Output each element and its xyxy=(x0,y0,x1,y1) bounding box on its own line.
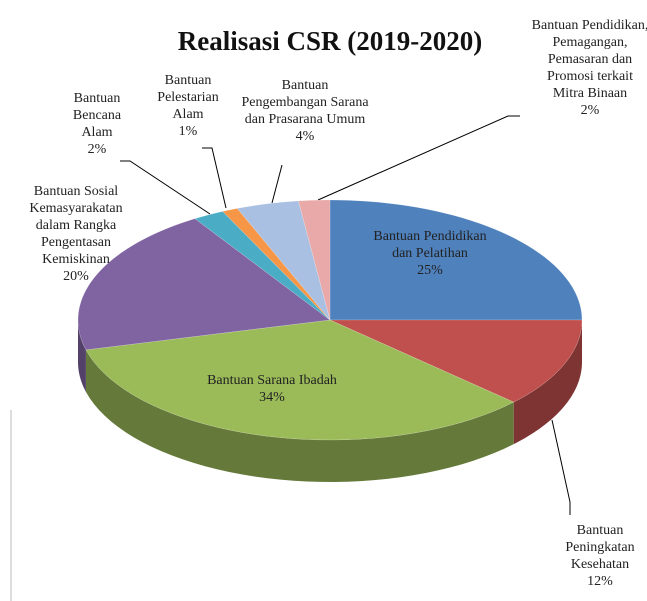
category-name: Bantuan Peningkatan Kesehatan xyxy=(565,523,635,572)
leader-line xyxy=(551,419,571,515)
category-name: Bantuan Sosial Kemasyarakatan dalam Rang… xyxy=(29,184,123,267)
pie-tops xyxy=(77,199,583,441)
value-label: 4% xyxy=(295,129,315,144)
slice xyxy=(77,218,331,351)
leader-line xyxy=(120,160,211,215)
slice-side xyxy=(78,320,86,392)
slice-label: Bantuan Bencana Alam 2% xyxy=(62,90,132,158)
slice-label: Bantuan Pendidikan, Pemagangan, Pemasara… xyxy=(530,17,647,119)
slice xyxy=(329,319,583,403)
slice-label: Bantuan Pelestarian Alam 1% xyxy=(148,72,228,140)
leader-lines xyxy=(120,115,571,515)
slice xyxy=(194,211,331,321)
slice xyxy=(298,199,331,321)
slice-side xyxy=(85,349,514,482)
category-name: Bantuan Sarana Ibadah xyxy=(207,373,337,388)
value-label: 12% xyxy=(587,574,613,589)
value-label: 2% xyxy=(580,103,600,118)
pie-sides xyxy=(78,320,582,482)
leader-line xyxy=(317,115,520,201)
slice xyxy=(329,199,583,321)
leader-line xyxy=(202,147,227,209)
leader-line xyxy=(271,164,283,204)
value-label: 34% xyxy=(259,390,285,405)
slice-label: Bantuan Sosial Kemasyarakatan dalam Rang… xyxy=(12,183,140,285)
category-name: Bantuan Bencana Alam xyxy=(72,91,122,140)
slice xyxy=(85,319,515,441)
slice-label: Bantuan Peningkatan Kesehatan 12% xyxy=(550,522,647,590)
category-name: Bantuan Pendidikan dan Pelatihan xyxy=(373,229,487,261)
slice xyxy=(222,208,331,321)
slice-side xyxy=(513,320,582,445)
slice-label: Bantuan Sarana Ibadah 34% xyxy=(197,372,347,406)
category-name: Bantuan Pelestarian Alam xyxy=(157,73,219,122)
chart-title: Realisasi CSR (2019-2020) xyxy=(177,26,483,56)
category-name: Bantuan Pendidikan, Pemagangan, Pemasara… xyxy=(531,18,647,101)
category-name: Bantuan Pengembangan Sarana dan Prasaran… xyxy=(241,78,369,127)
slice-label: Bantuan Pengembangan Sarana dan Prasaran… xyxy=(240,77,370,145)
value-label: 1% xyxy=(178,124,198,139)
value-label: 25% xyxy=(417,263,443,278)
slice-label: Bantuan Pendidikan dan Pelatihan 25% xyxy=(365,228,495,279)
value-label: 20% xyxy=(63,269,89,284)
slice xyxy=(236,200,331,321)
value-label: 2% xyxy=(87,142,107,157)
